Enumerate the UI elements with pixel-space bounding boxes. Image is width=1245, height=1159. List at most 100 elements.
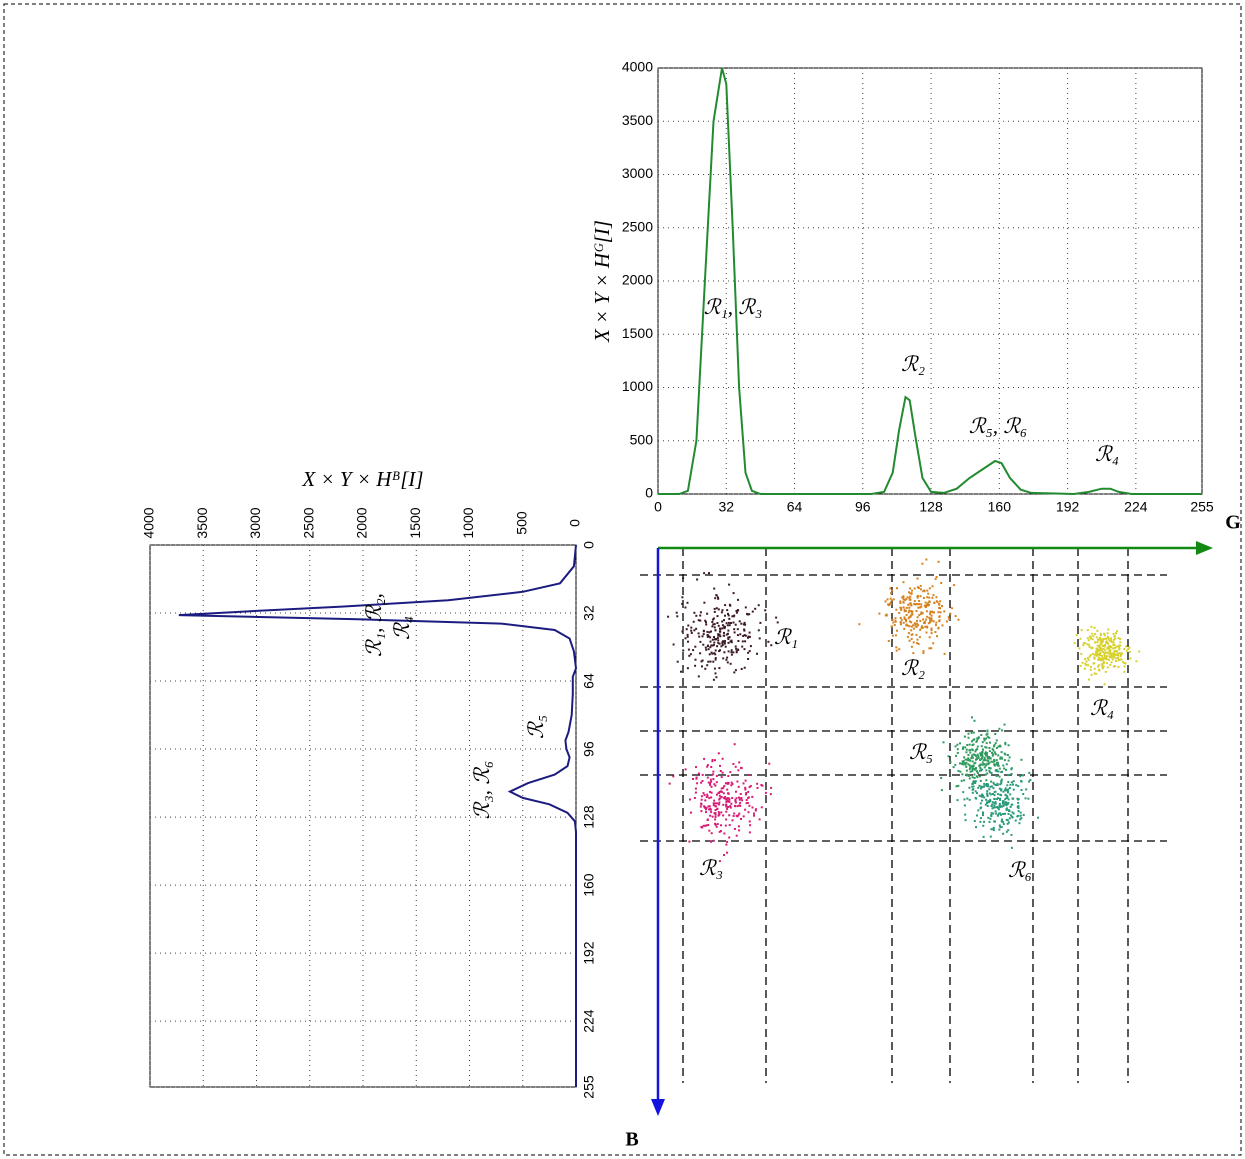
pixel-dot	[884, 600, 887, 603]
pixel-dot	[740, 767, 743, 770]
pixel-dot	[971, 755, 974, 758]
pixel-dot	[758, 818, 761, 821]
pixel-dot	[980, 795, 983, 798]
pixel-dot	[999, 812, 1002, 815]
pixel-dot	[912, 627, 915, 630]
pixel-dot	[719, 764, 721, 767]
pixel-dot	[712, 623, 715, 626]
g-tick-label: 32	[718, 499, 734, 515]
pixel-dot	[910, 625, 913, 628]
pixel-dot	[749, 785, 752, 787]
pixel-dot	[716, 637, 719, 639]
pixel-dot	[1107, 628, 1110, 631]
pixel-dot	[1103, 655, 1106, 657]
pixel-dot	[973, 820, 976, 822]
pixel-dot	[720, 811, 723, 814]
b-tick-label: 32	[581, 605, 597, 621]
pixel-dot	[956, 799, 959, 802]
pixel-dot	[916, 619, 918, 622]
pixel-dot	[911, 611, 913, 614]
pixel-dot	[916, 596, 919, 599]
pixel-dot	[973, 719, 976, 722]
pixel-dot	[710, 766, 713, 768]
pixel-dot	[1111, 658, 1114, 661]
pixel-dot	[1005, 804, 1008, 807]
pixel-dot	[723, 642, 726, 645]
pixel-dot	[1119, 641, 1122, 644]
pixel-dot	[717, 634, 720, 637]
pixel-dot	[711, 618, 714, 621]
pixel-dot	[714, 823, 717, 826]
pixel-dot	[993, 751, 996, 754]
pixel-dot	[908, 609, 911, 612]
pixel-dot	[1000, 782, 1003, 785]
pixel-dot	[957, 784, 960, 787]
pixel-dot	[690, 631, 693, 634]
pixel-dot	[1111, 641, 1114, 644]
pixel-dot	[916, 616, 919, 619]
pixel-dot	[907, 611, 910, 614]
pixel-dot	[721, 642, 724, 645]
pixel-dot	[1103, 661, 1106, 664]
pixel-dot	[699, 805, 702, 808]
pixel-dot	[962, 791, 965, 794]
pixel-dot	[891, 634, 894, 637]
pixel-dot	[1091, 632, 1094, 635]
pixel-dot	[1007, 821, 1010, 824]
pixel-dot	[994, 810, 997, 813]
pixel-dot	[999, 744, 1001, 747]
pixel-dot	[689, 798, 691, 801]
pixel-dot	[716, 645, 719, 648]
pixel-dot	[697, 619, 700, 622]
pixel-dot	[701, 665, 703, 668]
pixel-dot	[1105, 657, 1108, 660]
pixel-dot	[711, 652, 714, 655]
pixel-dot	[927, 601, 930, 604]
pixel-dot	[991, 748, 994, 751]
pixel-dot	[999, 756, 1002, 759]
pixel-dot	[734, 798, 737, 801]
pixel-dot	[965, 773, 968, 776]
pixel-dot	[923, 589, 926, 592]
pixel-dot	[1006, 822, 1009, 825]
pixel-dot	[718, 813, 721, 816]
cluster-label: ℛ₂	[901, 656, 925, 680]
pixel-dot	[748, 650, 751, 653]
pixel-dot	[976, 748, 979, 751]
pixel-dot	[1020, 789, 1023, 791]
pixel-dot	[717, 641, 720, 644]
pixel-dot	[1099, 654, 1101, 657]
pixel-dot	[895, 649, 898, 652]
pixel-dot	[954, 763, 957, 766]
pixel-dot	[721, 620, 724, 623]
pixel-dot	[996, 784, 999, 787]
pixel-dot	[992, 781, 995, 784]
pixel-dot	[988, 747, 991, 749]
g-axis-label: G	[1225, 512, 1241, 534]
pixel-dot	[943, 652, 946, 655]
pixel-dot	[905, 620, 907, 623]
pixel-dot	[973, 773, 976, 776]
pixel-dot	[930, 629, 933, 632]
pixel-dot	[983, 763, 986, 766]
pixel-dot	[975, 770, 978, 773]
pixel-dot	[1019, 818, 1022, 821]
pixel-dot	[916, 622, 919, 625]
g-tick-label: 224	[1124, 499, 1148, 515]
pixel-dot	[704, 667, 707, 670]
pixel-dot	[985, 779, 988, 782]
pixel-dot	[968, 743, 971, 746]
pixel-dot	[727, 636, 730, 639]
pixel-dot	[748, 831, 751, 834]
pixel-dot	[1000, 789, 1003, 792]
pixel-dot	[924, 625, 927, 628]
pixel-dot	[906, 635, 909, 638]
pixel-dot	[1095, 653, 1098, 656]
pixel-dot	[1075, 634, 1078, 637]
pixel-dot	[723, 634, 726, 637]
pixel-dot	[937, 611, 940, 614]
pixel-dot	[714, 802, 717, 805]
pixel-dot	[893, 624, 896, 626]
pixel-dot	[996, 782, 999, 785]
pixel-dot	[730, 641, 733, 644]
